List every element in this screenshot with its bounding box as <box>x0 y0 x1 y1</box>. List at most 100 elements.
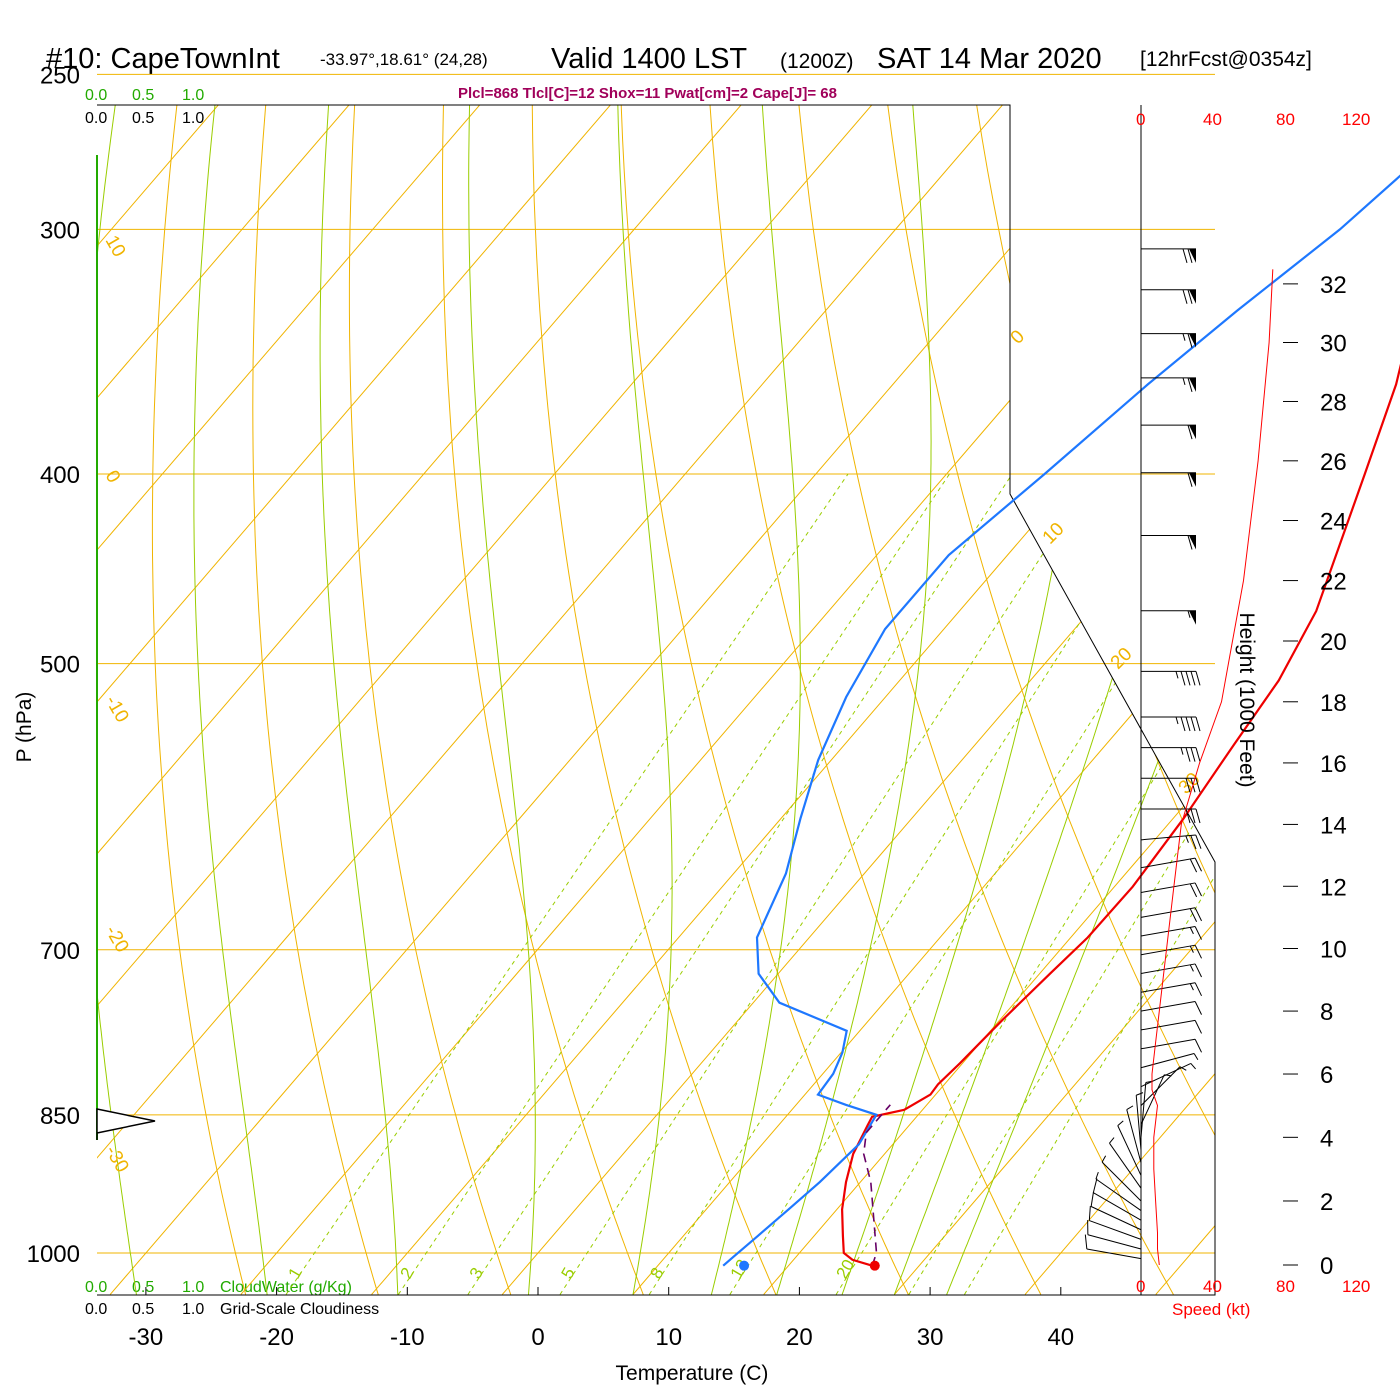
pressure-tick-label: 250 <box>40 62 80 89</box>
isotherm-line <box>97 105 638 1295</box>
wind-barb-shaft <box>1140 944 1196 956</box>
speed-tick: 80 <box>1276 1277 1295 1296</box>
wind-barb <box>1140 1062 1196 1088</box>
wind-barb-shaft <box>1090 1206 1142 1231</box>
isotherm-grid <box>97 105 1215 1295</box>
cloudwater-label: CloudWater (g/Kg) <box>220 1279 352 1296</box>
adiabat-grid <box>97 74 1400 1295</box>
temperature-tick-label: -20 <box>259 1324 294 1351</box>
wind-barb-full <box>1187 333 1193 348</box>
height-tick-label: 30 <box>1320 331 1347 358</box>
dry-adiabat-line <box>348 105 512 1295</box>
cloudwater-tick: 0.0 <box>85 87 107 104</box>
cloudwater-tick: 0.5 <box>132 1279 154 1296</box>
wind-barb <box>1140 907 1202 922</box>
wind-barb-shaft <box>1140 925 1196 937</box>
pressure-axis-label: P (hPa) <box>13 692 36 763</box>
wind-barb-full <box>1185 671 1191 686</box>
temperature-tick-label: 40 <box>1047 1324 1074 1351</box>
wind-barb-shaft <box>1140 882 1196 893</box>
wind-barb <box>1140 834 1202 850</box>
moist-adiabat-line <box>468 105 536 1295</box>
wind-barb-full <box>1182 289 1188 304</box>
isotherm-line <box>1024 105 1215 1295</box>
wind-barb-shaft <box>1140 907 1196 918</box>
wind-barb-half <box>1175 716 1179 725</box>
wind-barb-full <box>1084 1234 1088 1250</box>
dry-adiabat-line <box>1324 74 1400 1294</box>
dry-adiabat-line <box>883 105 1215 1295</box>
cloudiness-tick: 0.0 <box>85 1301 107 1318</box>
pressure-tick-label: 400 <box>40 462 80 489</box>
wind-barb <box>1140 882 1202 898</box>
wind-barb-full <box>1185 808 1191 824</box>
wind-barb-full <box>1194 1020 1202 1034</box>
dry-adiabat-line <box>707 105 1042 1295</box>
wind-barb-full <box>1195 778 1201 793</box>
wind-barb-full <box>1194 963 1202 978</box>
wind-barb <box>1141 535 1196 550</box>
isotherm-label: 20 <box>1107 644 1137 674</box>
dry-adiabat-line <box>252 105 379 1295</box>
speed-tick: 40 <box>1203 110 1222 129</box>
wind-barb <box>1087 1220 1142 1250</box>
dry-adiabat-line <box>531 105 777 1295</box>
temperature-tick-label: -10 <box>390 1324 425 1351</box>
height-tick-label: 26 <box>1320 449 1347 476</box>
wind-barb-half <box>1182 377 1186 385</box>
height-tick-label: 12 <box>1320 874 1347 901</box>
wind-barb <box>1088 1205 1142 1240</box>
wind-barb-flag <box>1189 610 1196 625</box>
isotherm-line <box>763 105 1215 1295</box>
isotherm-label: 10 <box>1039 519 1069 549</box>
parcel-line <box>862 1104 891 1266</box>
isotherm-label: -30 <box>101 1142 133 1176</box>
cloudiness-tick: 0.0 <box>85 110 107 127</box>
wind-barb <box>1140 1052 1199 1069</box>
wind-barb <box>1135 1092 1144 1151</box>
valid-date: SAT 14 Mar 2020 <box>877 43 1102 75</box>
wind-barb <box>1141 424 1196 440</box>
wind-barb <box>1095 1171 1142 1211</box>
wind-barb-shaft <box>1140 1066 1181 1106</box>
moist-adiabat-line <box>841 105 1092 1295</box>
mixing-ratio-grid <box>285 473 1215 1295</box>
wind-barb-full <box>1187 248 1193 264</box>
isotherm-line <box>632 105 1215 1295</box>
pressure-tick-label: 1000 <box>27 1241 80 1268</box>
speed-ticks-bottom: 0 40 80 120 <box>1136 1277 1370 1296</box>
cloudwater-tick: 0.5 <box>132 87 154 104</box>
wind-barb-flag <box>1189 472 1196 487</box>
wind-barb-full <box>1189 908 1198 922</box>
pressure-tick-label: 700 <box>40 938 80 965</box>
height-tick-label: 10 <box>1320 937 1347 964</box>
zulu-time: (1200Z) <box>780 50 854 73</box>
temperature-surface-dot <box>869 1260 880 1271</box>
forecast-info: [12hrFcst@0354z] <box>1140 48 1312 71</box>
wind-barb-shaft <box>1140 1082 1147 1138</box>
isotherm-line <box>371 105 1215 1295</box>
wind-barb <box>1084 1234 1142 1260</box>
height-tick-label: 32 <box>1320 272 1347 299</box>
wind-barb-flag <box>1189 333 1196 348</box>
wind-speed-profile <box>1151 269 1274 1266</box>
wind-barb-shaft <box>1140 1062 1192 1088</box>
cloudwater-tick: 1.0 <box>182 1279 204 1296</box>
isotherm-line <box>97 105 1030 1295</box>
mixing-ratio-label: 5 <box>558 1264 579 1282</box>
wind-barb <box>1140 1001 1202 1015</box>
wind-barb-full <box>1187 472 1193 487</box>
cloudwater-scale-bottom: 0.0 0.5 1.0 CloudWater (g/Kg) <box>85 1279 352 1296</box>
moist-adiabat-line <box>776 105 932 1295</box>
isobar-grid <box>97 73 1215 1254</box>
height-tick-label: 6 <box>1320 1062 1333 1089</box>
wind-barb-flag <box>1189 248 1196 263</box>
wind-barb <box>1140 1066 1187 1106</box>
wind-barb-full <box>1088 1205 1091 1221</box>
wind-barb-shaft <box>1117 1125 1142 1176</box>
moist-adiabat-line <box>893 105 1215 1295</box>
wind-barb-shaft <box>1140 1074 1165 1125</box>
wind-barb-shaft <box>1086 1248 1142 1260</box>
isotherm-line <box>97 105 899 1295</box>
dewpoint-line <box>722 174 1400 1267</box>
